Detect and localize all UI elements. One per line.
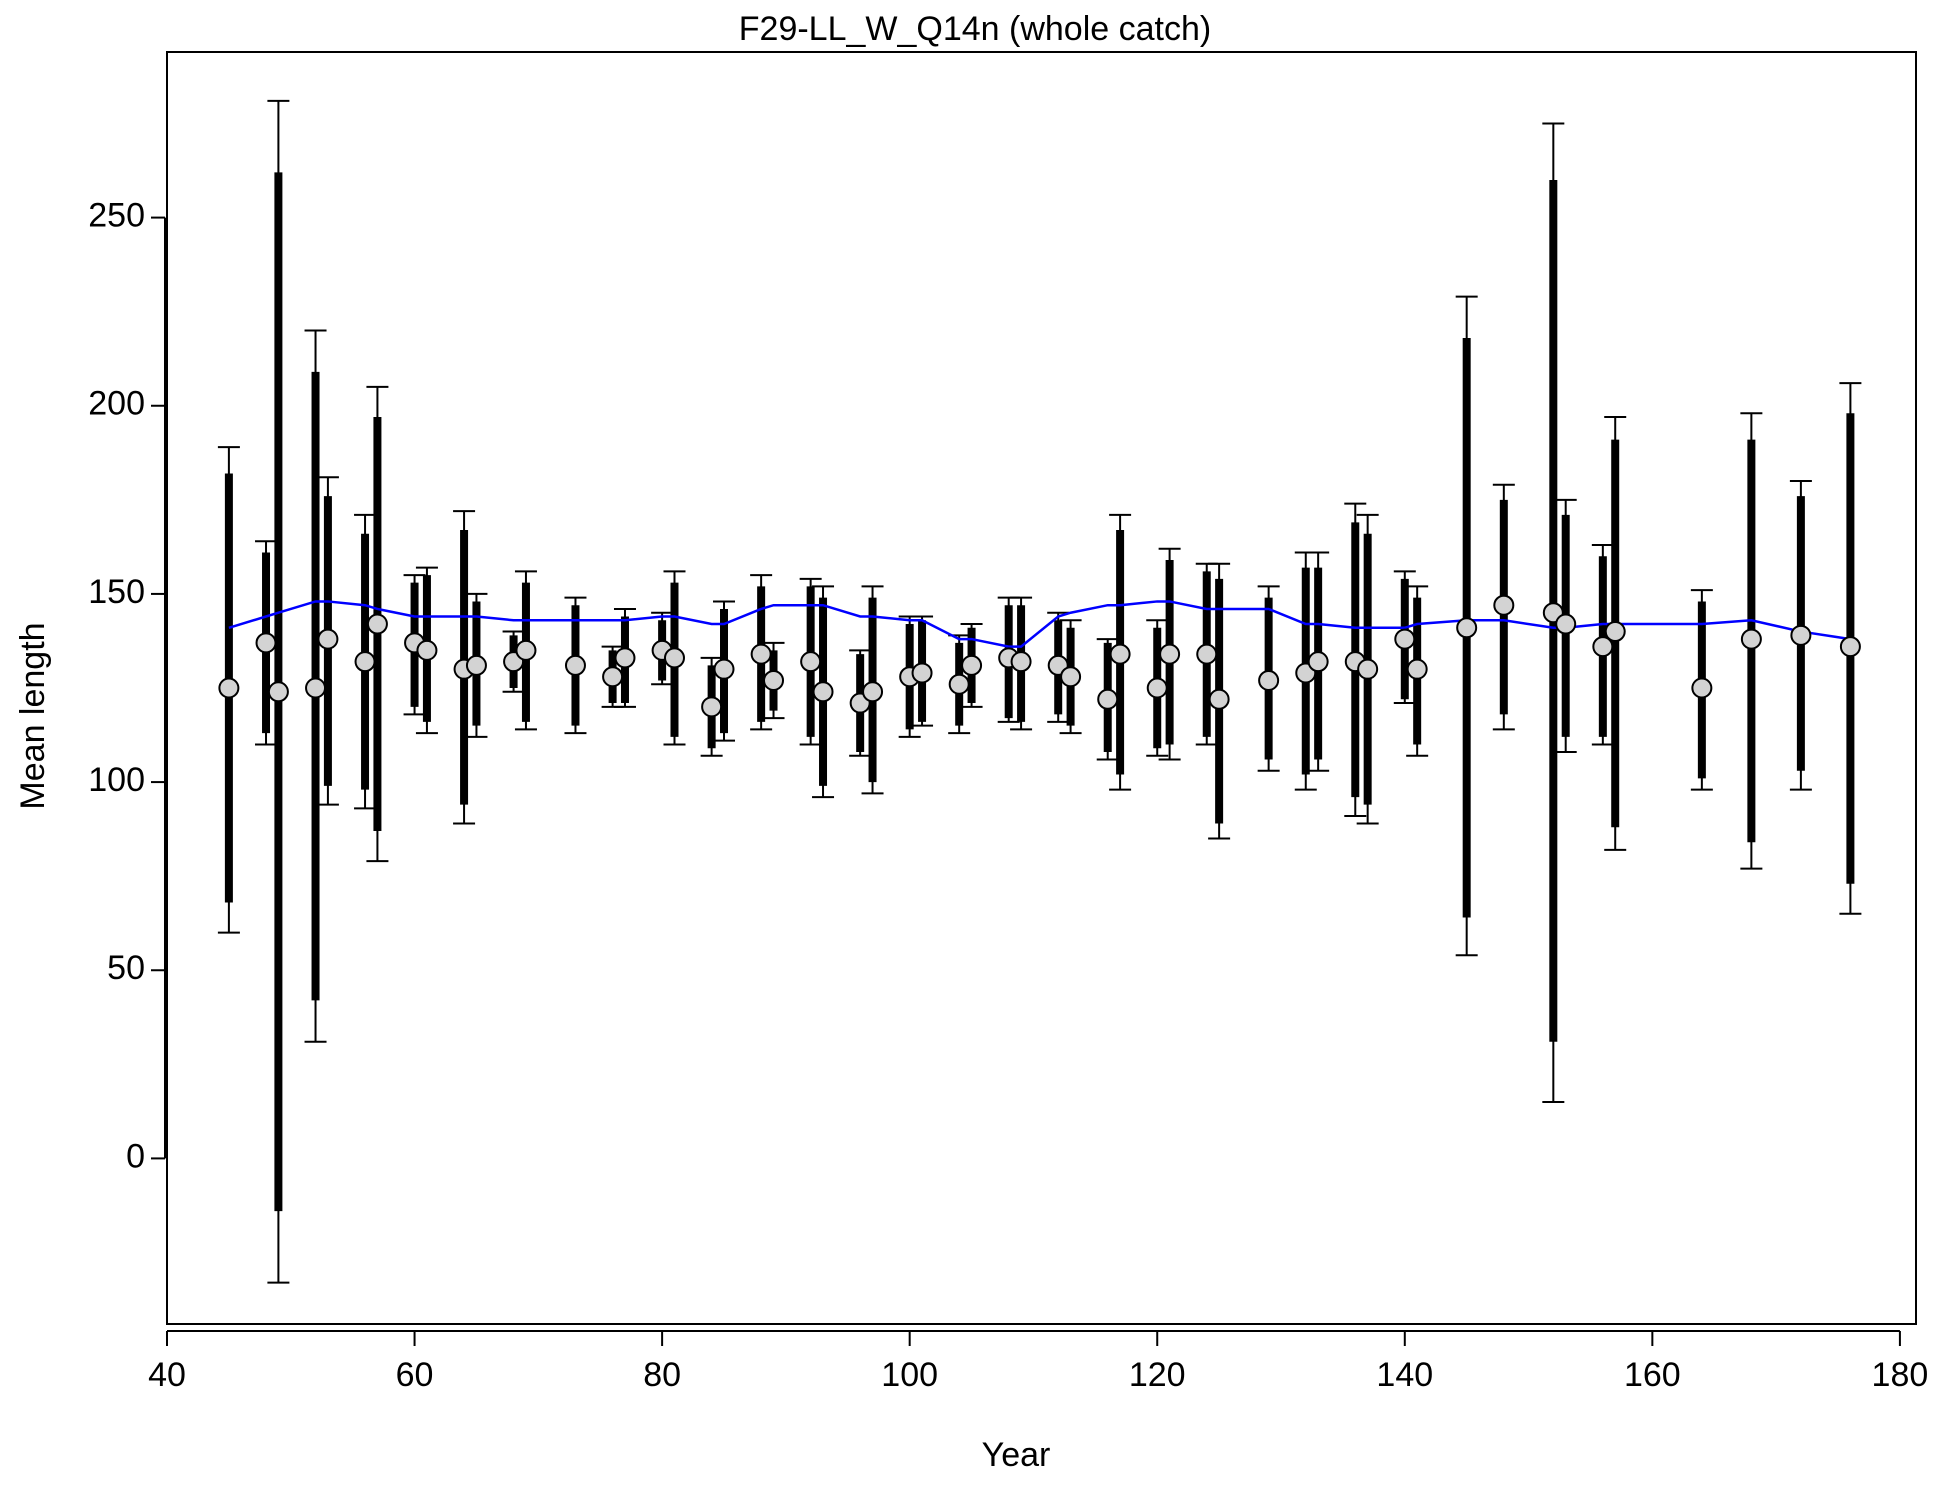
observed-point: [515, 639, 537, 661]
observed-point: [750, 643, 772, 665]
observed-point: [564, 654, 586, 676]
observed-point: [1109, 643, 1131, 665]
y-tick-label: 150: [88, 573, 145, 611]
observed-point: [305, 677, 327, 699]
observed-point: [1146, 677, 1168, 699]
observed-point: [218, 677, 240, 699]
observed-point: [366, 613, 388, 635]
y-tick-label: 50: [107, 949, 145, 987]
observed-point: [267, 681, 289, 703]
observed-point: [614, 647, 636, 669]
observed-point: [1357, 658, 1379, 680]
observed-point: [1691, 677, 1713, 699]
observed-point: [961, 654, 983, 676]
observed-point: [354, 651, 376, 673]
y-tick-label: 200: [88, 385, 145, 423]
observed-point: [1493, 594, 1515, 616]
observed-point: [416, 639, 438, 661]
y-tick-label: 0: [126, 1137, 145, 1175]
observed-point: [763, 669, 785, 691]
observed-point: [663, 647, 685, 669]
observed-point: [1258, 669, 1280, 691]
x-tick-label: 80: [643, 1356, 681, 1394]
y-tick-label: 250: [88, 197, 145, 235]
observed-point: [255, 632, 277, 654]
observed-point: [1456, 617, 1478, 639]
observed-point: [1790, 624, 1812, 646]
x-tick-label: 60: [396, 1356, 434, 1394]
observed-point: [1208, 688, 1230, 710]
observed-point: [1159, 643, 1181, 665]
x-tick-label: 160: [1624, 1356, 1681, 1394]
observed-point: [1010, 651, 1032, 673]
x-tick-label: 120: [1129, 1356, 1186, 1394]
x-tick-label: 40: [148, 1356, 186, 1394]
observed-point: [602, 666, 624, 688]
observed-point: [713, 658, 735, 680]
observed-point: [948, 673, 970, 695]
observed-point: [862, 681, 884, 703]
observed-point: [465, 654, 487, 676]
observed-point: [1097, 688, 1119, 710]
x-tick-label: 180: [1872, 1356, 1929, 1394]
observed-point: [1839, 636, 1861, 658]
observed-point: [911, 662, 933, 684]
observed-point: [812, 681, 834, 703]
y-tick-label: 100: [88, 761, 145, 799]
observed-point: [1740, 628, 1762, 650]
observed-point: [1604, 621, 1626, 643]
observed-point: [1394, 628, 1416, 650]
observed-point: [1060, 666, 1082, 688]
y-axis-label: Mean length: [14, 622, 52, 809]
expected-line: [228, 600, 1851, 648]
x-tick-label: 100: [881, 1356, 938, 1394]
observed-point: [1555, 613, 1577, 635]
observed-point: [1592, 636, 1614, 658]
observed-point: [1307, 651, 1329, 673]
x-tick-label: 140: [1376, 1356, 1433, 1394]
observed-point: [701, 696, 723, 718]
observed-point: [317, 628, 339, 650]
x-axis-label: Year: [982, 1436, 1051, 1474]
observed-point: [800, 651, 822, 673]
observed-point: [1196, 643, 1218, 665]
chart-title: F29-LL_W_Q14n (whole catch): [739, 10, 1211, 48]
plot-frame: [166, 51, 1917, 1325]
observed-point: [1406, 658, 1428, 680]
